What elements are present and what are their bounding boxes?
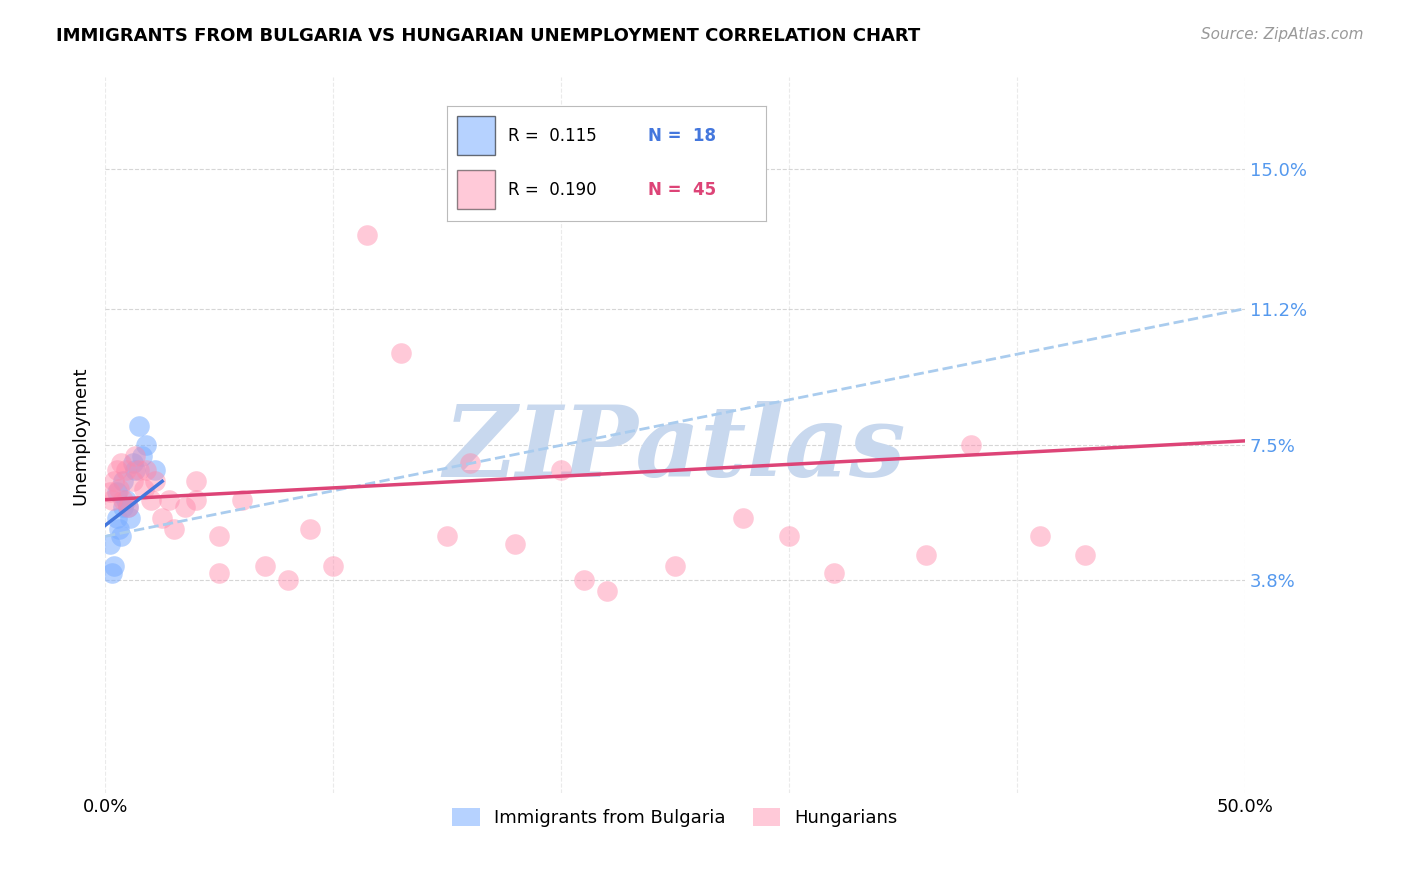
Point [110, 456, 132, 470]
Y-axis label: Unemployment: Unemployment [72, 366, 89, 505]
Point [391, 346, 413, 360]
Point [1074, 548, 1097, 562]
Point [128, 419, 150, 434]
Point [101, 492, 124, 507]
Point [186, 475, 208, 489]
Point [143, 475, 166, 489]
Point [124, 463, 146, 477]
Point [595, 584, 617, 599]
Point [162, 522, 184, 536]
Point [103, 558, 125, 573]
Point [356, 228, 378, 243]
Point [157, 492, 180, 507]
Point [112, 492, 135, 507]
Point [121, 456, 143, 470]
Point [823, 566, 845, 580]
Point [131, 449, 153, 463]
Point [117, 500, 139, 514]
Point [505, 537, 527, 551]
Point [778, 529, 800, 543]
Point [117, 500, 139, 514]
Point [132, 482, 155, 496]
Point [186, 492, 208, 507]
Point [105, 463, 128, 477]
Legend: Immigrants from Bulgaria, Hungarians: Immigrants from Bulgaria, Hungarians [446, 801, 904, 834]
Point [135, 437, 157, 451]
Point [322, 558, 344, 573]
Point [108, 522, 131, 536]
Point [105, 485, 128, 500]
Point [101, 566, 124, 580]
Point [112, 500, 135, 514]
Point [114, 463, 136, 477]
Text: ZIPatlas: ZIPatlas [444, 401, 905, 498]
Point [174, 500, 197, 514]
Point [572, 574, 595, 588]
Point [124, 449, 146, 463]
Point [914, 548, 936, 562]
Point [960, 437, 983, 451]
Point [458, 456, 481, 470]
Point [150, 511, 173, 525]
Point [299, 522, 322, 536]
Point [98, 537, 121, 551]
Point [105, 511, 128, 525]
Point [664, 558, 686, 573]
Point [120, 511, 142, 525]
Point [276, 574, 298, 588]
Point [121, 475, 143, 489]
Point [253, 558, 276, 573]
Point [550, 463, 572, 477]
Point [114, 492, 136, 507]
Point [1028, 529, 1050, 543]
Point [231, 492, 253, 507]
Point [112, 475, 135, 489]
Point [128, 463, 150, 477]
Point [208, 529, 231, 543]
Point [135, 463, 157, 477]
Point [733, 511, 755, 525]
Text: Source: ZipAtlas.com: Source: ZipAtlas.com [1201, 27, 1364, 42]
Point [208, 566, 231, 580]
Point [108, 482, 131, 496]
Point [110, 529, 132, 543]
Point [98, 485, 121, 500]
Point [139, 492, 162, 507]
Point [143, 463, 166, 477]
Point [436, 529, 458, 543]
Text: IMMIGRANTS FROM BULGARIA VS HUNGARIAN UNEMPLOYMENT CORRELATION CHART: IMMIGRANTS FROM BULGARIA VS HUNGARIAN UN… [56, 27, 921, 45]
Point [103, 475, 125, 489]
